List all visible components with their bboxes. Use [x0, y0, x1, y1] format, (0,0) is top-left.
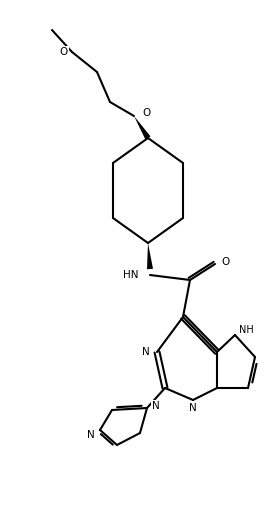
Text: HN: HN [123, 270, 138, 280]
Text: N: N [189, 403, 197, 413]
Text: N: N [142, 347, 150, 357]
Text: N: N [152, 401, 160, 411]
Polygon shape [134, 116, 151, 140]
Text: N: N [87, 430, 95, 440]
Polygon shape [147, 243, 153, 269]
Text: O: O [142, 108, 150, 118]
Text: O: O [221, 257, 229, 267]
Text: NH: NH [239, 325, 254, 335]
Text: O: O [60, 47, 68, 57]
